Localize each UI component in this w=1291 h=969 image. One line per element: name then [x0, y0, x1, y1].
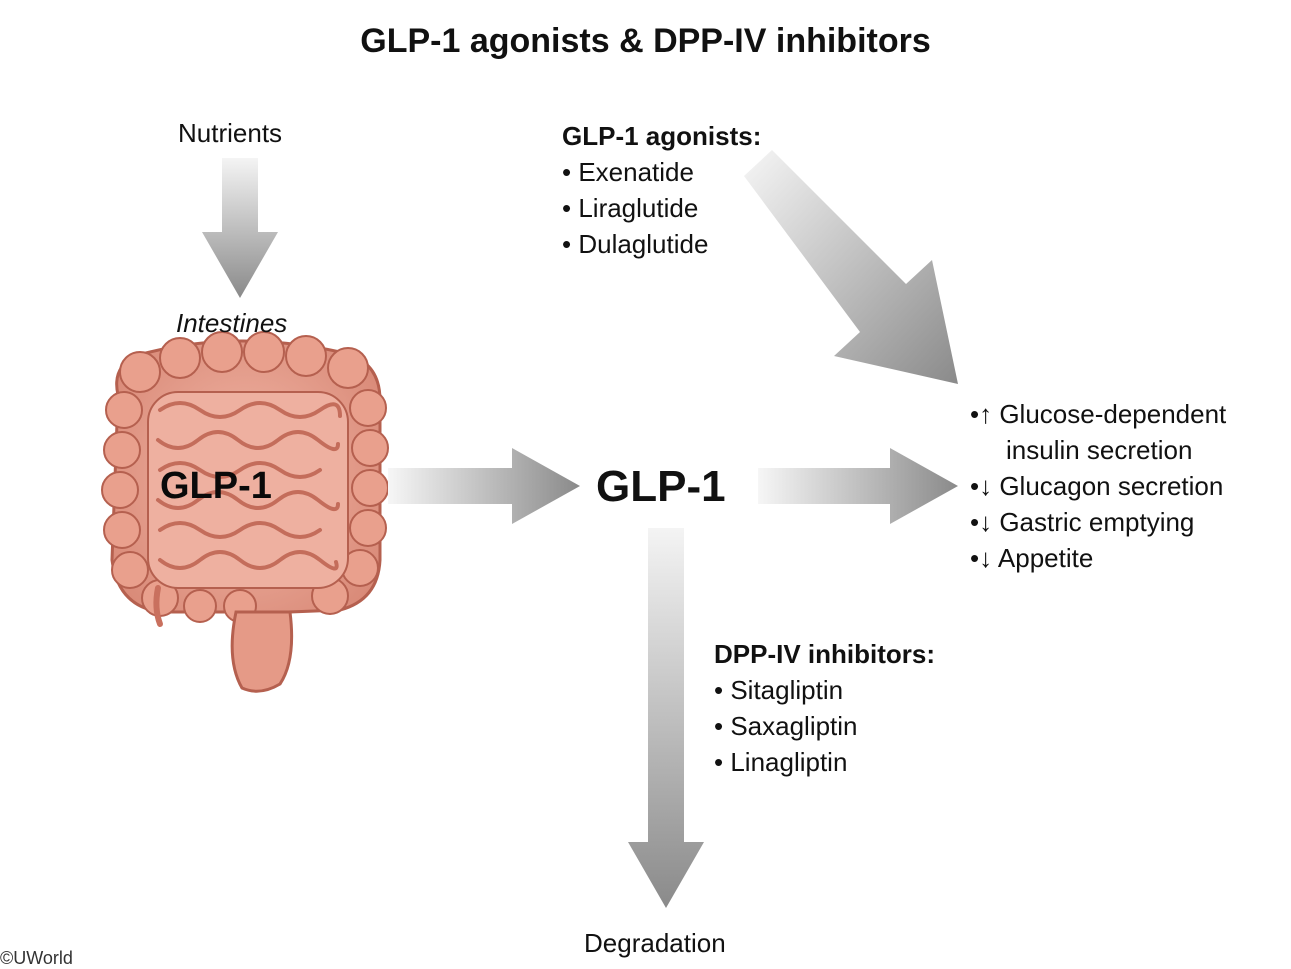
inhibitor-item: • Linagliptin	[714, 747, 848, 777]
agonist-item: • Dulaglutide	[562, 229, 709, 259]
agonist-item: • Exenatide	[562, 157, 694, 187]
inhibitors-heading: DPP-IV inhibitors:	[714, 639, 935, 669]
nutrients-label: Nutrients	[178, 118, 283, 148]
inhibitor-item: • Sitagliptin	[714, 675, 844, 705]
effect-item: •↓ Gastric emptying	[970, 507, 1195, 537]
agonists-heading: GLP-1 agonists:	[562, 121, 762, 151]
arrow-agonists-to-effects	[744, 150, 958, 384]
effects-list: •↑ Glucose-dependent insulin secretion •…	[970, 396, 1226, 576]
agonist-item: • Liraglutide	[562, 193, 699, 223]
glp1-center-label: GLP-1	[596, 462, 726, 511]
effect-item: •↓ Glucagon secretion	[970, 471, 1224, 501]
inhibitor-item: • Saxagliptin	[714, 711, 858, 741]
inhibitors-list: DPP-IV inhibitors: • Sitagliptin • Saxag…	[714, 636, 935, 780]
effect-item: •↓ Appetite	[970, 543, 1094, 573]
arrow-nutrients-to-intestines	[202, 158, 278, 298]
arrow-glp1-to-degradation	[628, 528, 704, 908]
arrow-glp1-to-effects	[758, 448, 958, 524]
agonists-list: GLP-1 agonists: • Exenatide • Liraglutid…	[562, 118, 761, 262]
degradation-label: Degradation	[584, 928, 726, 958]
arrow-intestine-to-glp1	[388, 448, 580, 524]
page-title: GLP-1 agonists & DPP-IV inhibitors	[360, 22, 931, 60]
effect-item-continued: insulin secretion	[1006, 435, 1193, 465]
intestine-illustration	[101, 331, 389, 693]
gut-glp1-label: GLP-1	[160, 465, 272, 507]
effect-item: •↑ Glucose-dependent	[970, 399, 1227, 429]
intestines-label: Intestines	[176, 308, 288, 338]
copyright-label: ©UWorld	[0, 948, 73, 968]
